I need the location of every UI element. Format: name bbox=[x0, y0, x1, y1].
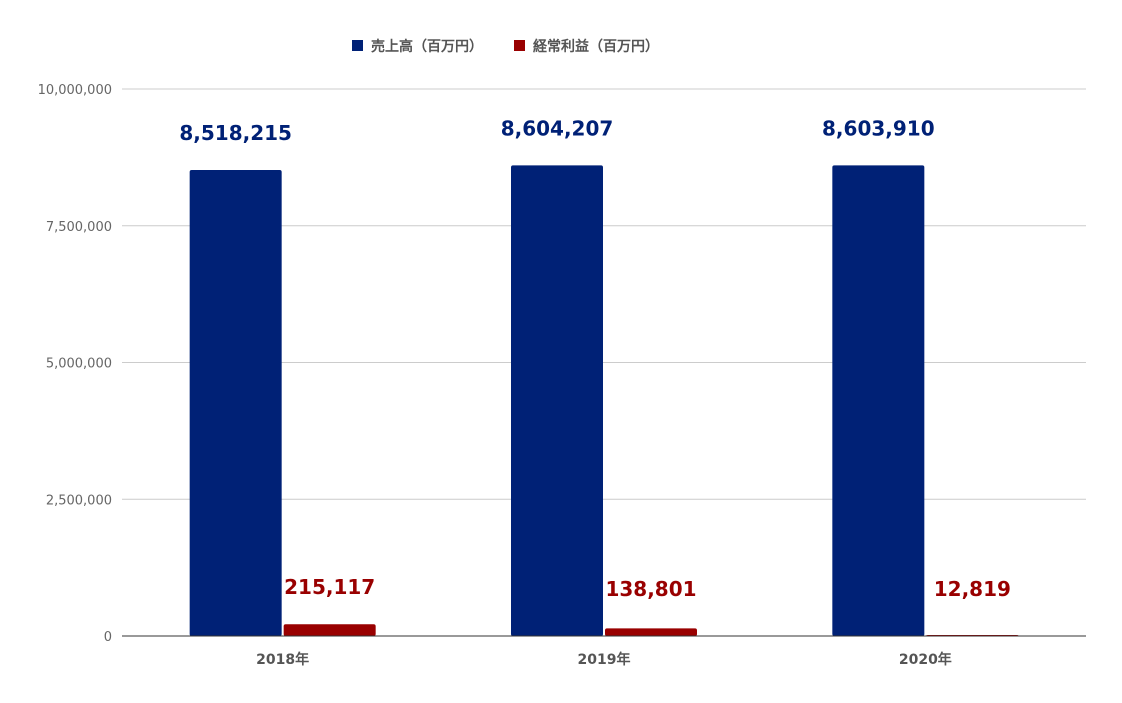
data-labels: 8,518,215 215,117 8,604,207 138,801 8,603,91… bbox=[179, 116, 1011, 601]
data-label: 8,603,910 bbox=[822, 116, 935, 140]
gridlines bbox=[122, 88, 1086, 500]
x-tick-label: 2018年 bbox=[256, 651, 309, 668]
x-axis-ticks: 2018年 2019年 2020年 bbox=[256, 651, 952, 668]
y-tick-label: 5,000,000 bbox=[46, 357, 112, 372]
legend-label: 売上高（百万円） bbox=[371, 38, 483, 55]
y-tick-label: 7,500,000 bbox=[46, 220, 112, 235]
y-tick-label: 2,500,000 bbox=[46, 493, 112, 508]
data-label: 8,518,215 bbox=[179, 121, 292, 145]
y-tick-label: 0 bbox=[104, 630, 112, 645]
legend-swatch bbox=[514, 40, 525, 51]
bar-sales bbox=[189, 170, 282, 636]
bar-sales bbox=[832, 165, 925, 636]
bar-ordinary-profit bbox=[283, 624, 376, 636]
legend-swatch bbox=[352, 40, 363, 51]
data-label: 8,604,207 bbox=[501, 116, 614, 140]
legend: 売上高（百万円） 経常利益（百万円） bbox=[352, 38, 659, 55]
legend-label: 経常利益（百万円） bbox=[533, 38, 659, 55]
bar-ordinary-profit bbox=[605, 628, 697, 636]
y-axis-ticks: 0 2,500,000 5,000,000 7,500,000 10,000,000 bbox=[38, 83, 112, 645]
y-tick-label: 10,000,000 bbox=[38, 83, 112, 98]
bar-sales bbox=[511, 165, 603, 636]
bars bbox=[189, 165, 1019, 636]
data-label: 215,117 bbox=[284, 575, 375, 599]
data-label: 12,819 bbox=[934, 577, 1011, 601]
x-tick-label: 2019年 bbox=[578, 651, 631, 668]
data-label: 138,801 bbox=[605, 577, 696, 601]
x-tick-label: 2020年 bbox=[899, 651, 952, 668]
